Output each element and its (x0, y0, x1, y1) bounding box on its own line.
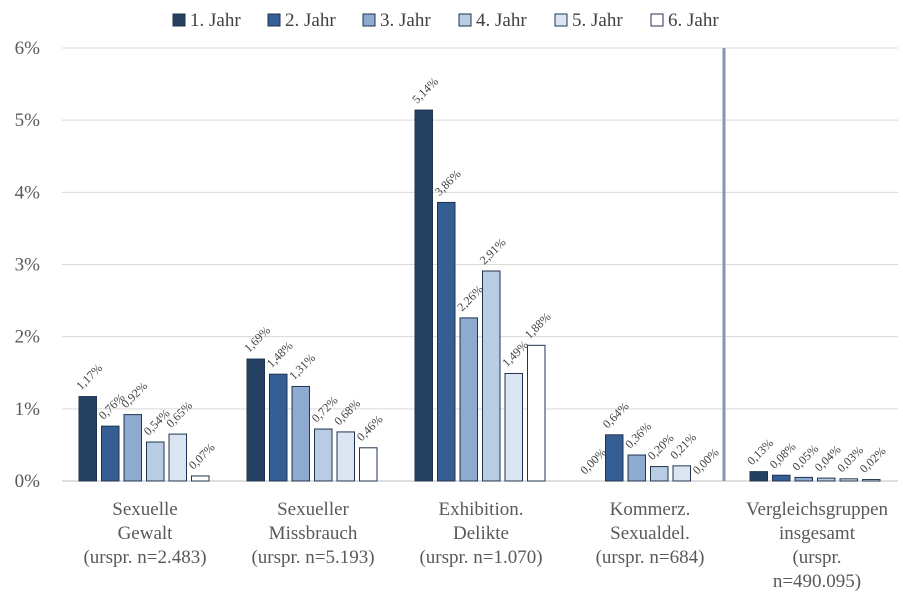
data-label: 0,36% (622, 419, 654, 451)
category-label: Sexuelle (112, 499, 177, 520)
data-label: 1,48% (264, 338, 296, 370)
category-label: (urspr. n=684) (596, 547, 705, 568)
data-label: 2,26% (454, 282, 486, 314)
data-label: 0,64% (600, 399, 632, 431)
data-label: 0,00% (577, 445, 609, 477)
bar-3-3 (459, 317, 478, 482)
bar-6-1 (191, 475, 210, 482)
bar-5-1 (168, 433, 187, 482)
bar-5-5 (839, 478, 858, 482)
bar-2-2 (269, 373, 288, 482)
legend-swatch (458, 13, 472, 27)
bar-3-4 (627, 454, 646, 482)
legend-swatch (554, 13, 568, 27)
data-label: 0,92% (118, 379, 150, 411)
bar-4-1 (146, 441, 165, 482)
bar-2-4 (605, 434, 624, 482)
y-tick-label: 3% (15, 255, 41, 276)
category-label: (urspr. n=5.193) (251, 547, 374, 568)
data-label: 1,31% (286, 351, 318, 383)
legend-swatch (362, 13, 376, 27)
bar-5-3 (504, 372, 523, 482)
bar-6-3 (527, 344, 546, 482)
bar-2-5 (772, 474, 791, 482)
bar-5-2 (336, 431, 355, 482)
category-label: (urspr. (792, 547, 841, 568)
bar-3-2 (291, 385, 310, 482)
y-tick-label: 0% (15, 471, 41, 492)
category-label: Missbrauch (269, 523, 358, 544)
category-label: Gewalt (118, 523, 174, 544)
category-label: Sexueller (277, 499, 349, 520)
bar-4-5 (817, 477, 836, 482)
data-label: 5,14% (409, 74, 441, 106)
data-label: 3,86% (432, 167, 464, 199)
category-label: n=490.095) (773, 571, 861, 592)
bar-6-5 (862, 479, 881, 482)
bar-4-2 (314, 428, 333, 482)
bar-6-2 (359, 447, 378, 482)
y-tick-label: 2% (15, 327, 41, 348)
legend-label: 5. Jahr (572, 10, 623, 31)
legend-swatch (650, 13, 664, 27)
bar-1-1 (78, 396, 97, 482)
bar-4-3 (482, 270, 501, 482)
y-tick-label: 5% (15, 110, 41, 131)
bar-3-5 (794, 476, 813, 482)
y-tick-label: 6% (15, 38, 41, 59)
legend-swatch (267, 13, 281, 27)
data-label: 0,07% (186, 440, 218, 472)
data-label: 0,46% (354, 412, 386, 444)
category-label: (urspr. n=2.483) (83, 547, 206, 568)
data-label: 0,65% (163, 398, 195, 430)
bar-2-3 (437, 201, 456, 482)
category-label: Exhibition. (439, 499, 524, 520)
data-label: 0,00% (690, 445, 722, 477)
bar-1-3 (414, 109, 433, 482)
legend-label: 3. Jahr (380, 10, 431, 31)
bar-3-1 (123, 414, 142, 482)
category-label: Sexualdel. (610, 523, 690, 544)
data-label: 1,69% (241, 323, 273, 355)
data-label: 1,17% (73, 361, 105, 393)
legend-label: 1. Jahr (190, 10, 241, 31)
data-label: 0,21% (667, 430, 699, 462)
category-label: Delikte (453, 523, 509, 544)
legend-label: 4. Jahr (476, 10, 527, 31)
bar-1-5 (749, 471, 768, 482)
category-label: Kommerz. (610, 499, 691, 520)
legend-label: 2. Jahr (285, 10, 336, 31)
bar-2-1 (101, 425, 120, 482)
category-label: Vergleichsgruppen (746, 499, 889, 520)
bar-1-2 (246, 358, 265, 482)
category-label: insgesamt (779, 523, 856, 544)
category-label: (urspr. n=1.070) (419, 547, 542, 568)
data-label: 2,91% (477, 235, 509, 267)
y-tick-label: 1% (15, 399, 41, 420)
legend-label: 6. Jahr (668, 10, 719, 31)
legend-swatch (172, 13, 186, 27)
y-tick-label: 4% (15, 182, 41, 203)
data-label: 1,49% (499, 338, 531, 370)
bar-4-4 (650, 466, 669, 482)
bar-5-4 (672, 465, 691, 482)
